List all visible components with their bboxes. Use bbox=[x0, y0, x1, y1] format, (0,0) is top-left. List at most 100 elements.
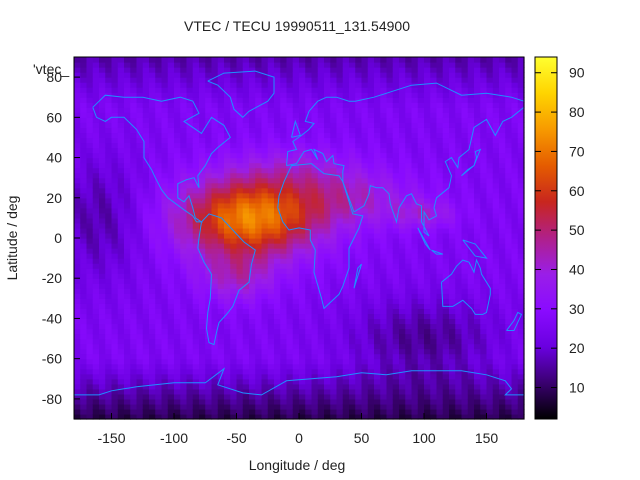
heatmap-cell bbox=[199, 263, 206, 269]
heatmap-cell bbox=[305, 273, 313, 279]
heatmap-cell bbox=[155, 112, 163, 118]
heatmap-cell bbox=[311, 388, 319, 395]
heatmap-cell bbox=[442, 127, 450, 134]
heatmap-cell bbox=[86, 87, 94, 93]
heatmap-cell bbox=[155, 172, 163, 179]
heatmap-cell bbox=[405, 167, 413, 174]
heatmap-cell bbox=[374, 313, 381, 320]
heatmap-cell bbox=[292, 67, 300, 73]
heatmap-cell bbox=[142, 283, 150, 289]
heatmap-cell bbox=[380, 82, 388, 88]
heatmap-cell bbox=[317, 132, 325, 139]
heatmap-cell bbox=[355, 238, 363, 244]
heatmap-cell bbox=[292, 142, 300, 149]
heatmap-cell bbox=[242, 258, 250, 264]
heatmap-cell bbox=[461, 283, 469, 289]
heatmap-cell bbox=[261, 263, 269, 269]
heatmap-cell bbox=[336, 338, 344, 345]
heatmap-cell bbox=[249, 308, 256, 315]
heatmap-cell bbox=[174, 393, 181, 400]
heatmap-cell bbox=[255, 383, 263, 390]
heatmap-cell bbox=[411, 313, 419, 320]
heatmap-cell bbox=[342, 167, 350, 174]
heatmap-cell bbox=[499, 358, 506, 365]
heatmap-cell bbox=[267, 388, 275, 395]
heatmap-cell bbox=[217, 162, 225, 169]
heatmap-cell bbox=[136, 403, 144, 410]
heatmap-cell bbox=[336, 248, 344, 254]
heatmap-cell bbox=[317, 333, 325, 340]
heatmap-cell bbox=[380, 268, 388, 274]
heatmap-cell bbox=[167, 182, 175, 189]
heatmap-cell bbox=[99, 263, 106, 269]
heatmap-cell bbox=[411, 122, 419, 128]
heatmap-cell bbox=[474, 82, 481, 88]
heatmap-cell bbox=[317, 222, 325, 229]
heatmap-cell bbox=[449, 102, 456, 108]
heatmap-cell bbox=[374, 238, 381, 244]
heatmap-cell bbox=[436, 388, 444, 395]
heatmap-cell bbox=[399, 258, 406, 264]
heatmap-cell bbox=[155, 57, 163, 63]
heatmap-cell bbox=[436, 222, 444, 229]
heatmap-cell bbox=[442, 142, 450, 149]
heatmap-cell bbox=[186, 117, 194, 123]
heatmap-cell bbox=[355, 132, 363, 139]
heatmap-cell bbox=[430, 308, 438, 315]
heatmap-cell bbox=[161, 278, 169, 284]
heatmap-cell bbox=[492, 268, 500, 274]
heatmap-cell bbox=[330, 87, 338, 93]
heatmap-cell bbox=[330, 378, 338, 385]
heatmap-cell bbox=[211, 263, 219, 269]
heatmap-cell bbox=[274, 162, 281, 169]
heatmap-cell bbox=[111, 388, 119, 395]
heatmap-cell bbox=[130, 77, 138, 83]
heatmap-cell bbox=[355, 373, 363, 380]
heatmap-cell bbox=[149, 378, 156, 385]
heatmap-cell bbox=[342, 293, 350, 299]
heatmap-cell bbox=[392, 207, 400, 214]
heatmap-cell bbox=[386, 127, 394, 134]
heatmap-cell bbox=[380, 258, 388, 264]
heatmap-cell bbox=[305, 97, 313, 103]
heatmap-cell bbox=[142, 137, 150, 144]
heatmap-cell bbox=[461, 348, 469, 355]
heatmap-cell bbox=[367, 303, 375, 309]
heatmap-cell bbox=[399, 142, 406, 149]
heatmap-cell bbox=[130, 258, 138, 264]
heatmap-cell bbox=[349, 403, 356, 410]
heatmap-cell bbox=[255, 238, 263, 244]
heatmap-cell bbox=[455, 288, 463, 294]
heatmap-cell bbox=[111, 398, 119, 405]
heatmap-cell bbox=[117, 303, 125, 309]
heatmap-cell bbox=[74, 318, 81, 325]
heatmap-cell bbox=[392, 393, 400, 400]
heatmap-cell bbox=[467, 318, 475, 325]
heatmap-cell bbox=[467, 172, 475, 179]
heatmap-cell bbox=[449, 348, 456, 355]
heatmap-cell bbox=[467, 127, 475, 134]
heatmap-cell bbox=[461, 338, 469, 345]
heatmap-cell bbox=[405, 137, 413, 144]
heatmap-cell bbox=[492, 333, 500, 340]
heatmap-cell bbox=[449, 358, 456, 365]
heatmap-cell bbox=[442, 77, 450, 83]
heatmap-cell bbox=[205, 283, 213, 289]
heatmap-cell bbox=[80, 278, 88, 284]
heatmap-cell bbox=[292, 288, 300, 294]
heatmap-cell bbox=[336, 57, 344, 63]
heatmap-cell bbox=[380, 167, 388, 174]
heatmap-cell bbox=[124, 383, 131, 390]
heatmap-cell bbox=[455, 358, 463, 365]
heatmap-cell bbox=[461, 152, 469, 159]
heatmap-cell bbox=[355, 217, 363, 224]
heatmap-cell bbox=[155, 403, 163, 410]
heatmap-cell bbox=[180, 62, 188, 68]
heatmap-cell bbox=[280, 263, 288, 269]
heatmap-cell bbox=[211, 207, 219, 214]
heatmap-cell bbox=[230, 248, 238, 254]
heatmap-cell bbox=[317, 348, 325, 355]
heatmap-cell bbox=[174, 62, 181, 68]
heatmap-cell bbox=[292, 368, 300, 375]
heatmap-cell bbox=[249, 187, 256, 194]
